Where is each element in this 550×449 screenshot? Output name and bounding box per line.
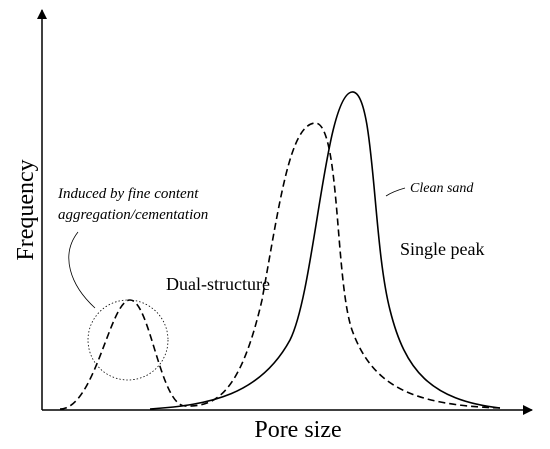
- annotation: Clean sand: [410, 181, 474, 196]
- solid-curve: [149, 91, 501, 410]
- annotation: Single peak: [400, 239, 484, 259]
- x-axis-label: Pore size: [254, 417, 341, 443]
- y-axis-label: Frequency: [13, 159, 39, 260]
- annotation: Induced by fine content: [57, 186, 199, 202]
- leader-line: [68, 231, 96, 309]
- annotation: Dual-structure: [166, 274, 270, 294]
- annotation: aggregation/cementation: [58, 207, 208, 223]
- leader-line: [385, 187, 406, 197]
- dashed-curve: [59, 122, 501, 410]
- highlight-circle: [87, 299, 169, 381]
